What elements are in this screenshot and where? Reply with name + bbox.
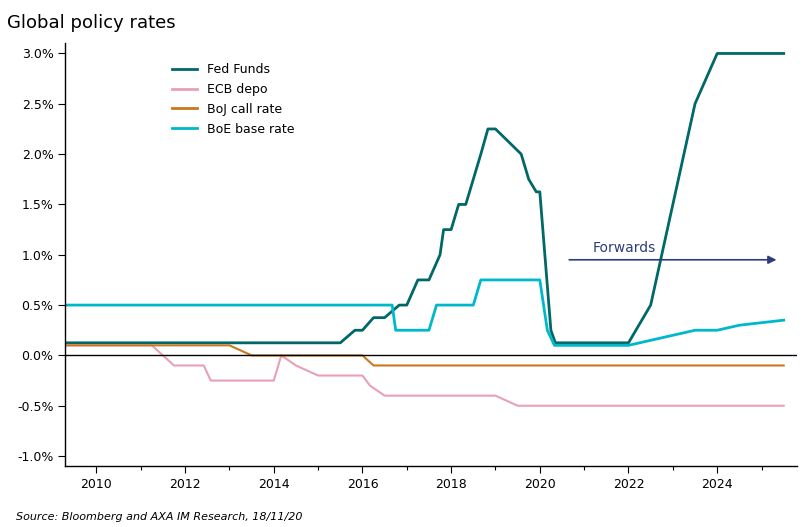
Text: Source: Bloomberg and AXA IM Research, 18/11/20: Source: Bloomberg and AXA IM Research, 1…: [16, 512, 303, 522]
Legend: Fed Funds, ECB depo, BoJ call rate, BoE base rate: Fed Funds, ECB depo, BoJ call rate, BoE …: [166, 58, 298, 141]
Text: Global policy rates: Global policy rates: [6, 14, 175, 32]
Text: Forwards: Forwards: [592, 241, 655, 255]
